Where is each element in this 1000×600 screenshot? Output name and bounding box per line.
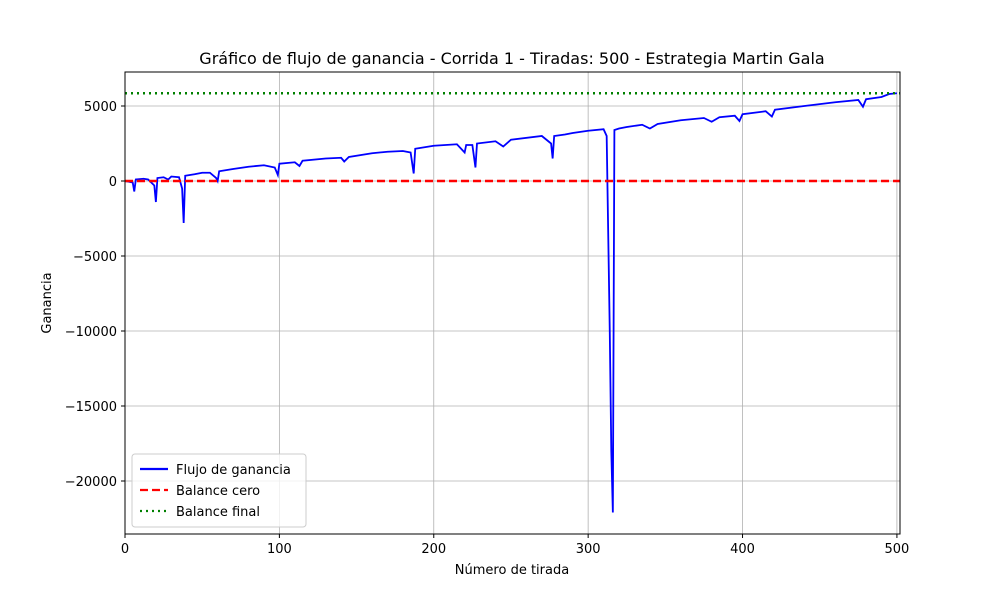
chart-title: Gráfico de flujo de ganancia - Corrida 1… [199,49,824,68]
legend-label: Flujo de ganancia [176,463,291,478]
y-tick-label: −15000 [65,400,117,415]
legend: Flujo de ganancia Balance cero Balance fin… [131,453,307,528]
plot-frame [124,71,901,535]
x-axis-label: Número de tirada [455,563,569,578]
y-tick-label: −10000 [65,325,117,340]
x-tick-label: 500 [884,542,909,557]
data-line [124,92,897,513]
legend-label: Balance final [176,505,260,520]
y-tick-label: −20000 [65,475,117,490]
y-tick-label: 5000 [84,100,117,115]
x-tick-label: 100 [267,542,292,557]
legend-label: Balance cero [176,484,260,499]
y-axis-label: Ganancia [40,272,55,333]
y-tick-label: −5000 [73,250,117,265]
x-tick-label: 0 [121,542,129,557]
x-tick-label: 400 [730,542,755,557]
x-tick-label: 300 [576,542,601,557]
legend-box [131,453,307,528]
x-tick-label: 200 [421,542,446,557]
y-tick-label: 0 [109,175,117,190]
